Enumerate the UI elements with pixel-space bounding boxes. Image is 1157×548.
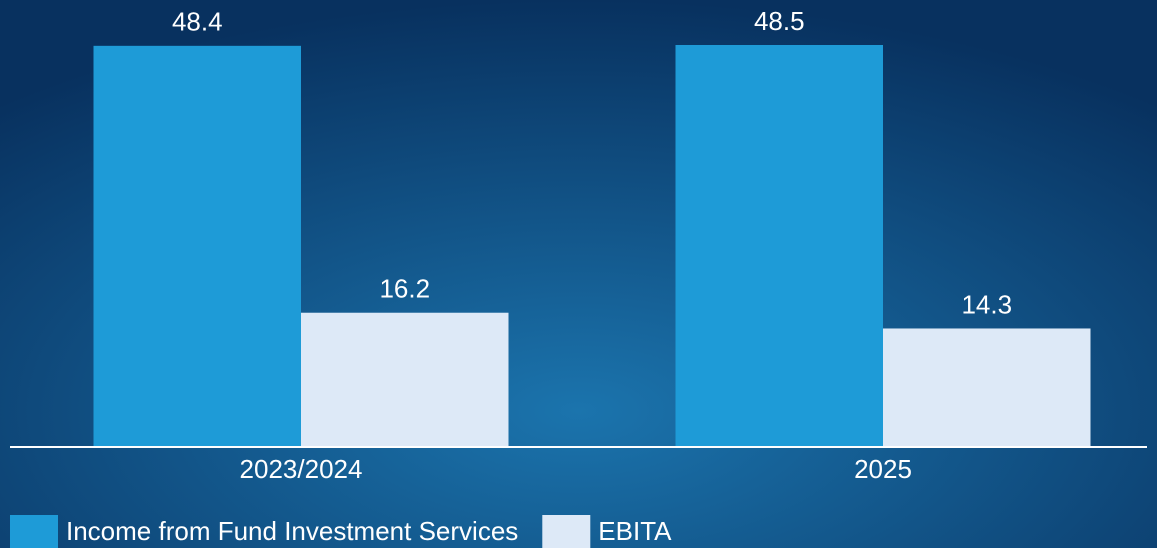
legend-label: EBITA <box>598 516 672 546</box>
legend-swatch <box>542 515 591 548</box>
value-label: 14.3 <box>961 289 1012 319</box>
x-tick-label: 2023/2024 <box>240 454 363 484</box>
bar <box>301 312 509 447</box>
bar <box>93 45 301 448</box>
value-label: 48.5 <box>754 6 805 36</box>
bar <box>883 328 1091 447</box>
value-label: 48.4 <box>172 7 223 37</box>
legend-label: Income from Fund Investment Services <box>66 516 518 546</box>
value-label: 16.2 <box>379 274 430 304</box>
bar <box>675 45 883 447</box>
x-tick-label: 2025 <box>854 454 912 484</box>
legend-swatch <box>10 515 58 548</box>
